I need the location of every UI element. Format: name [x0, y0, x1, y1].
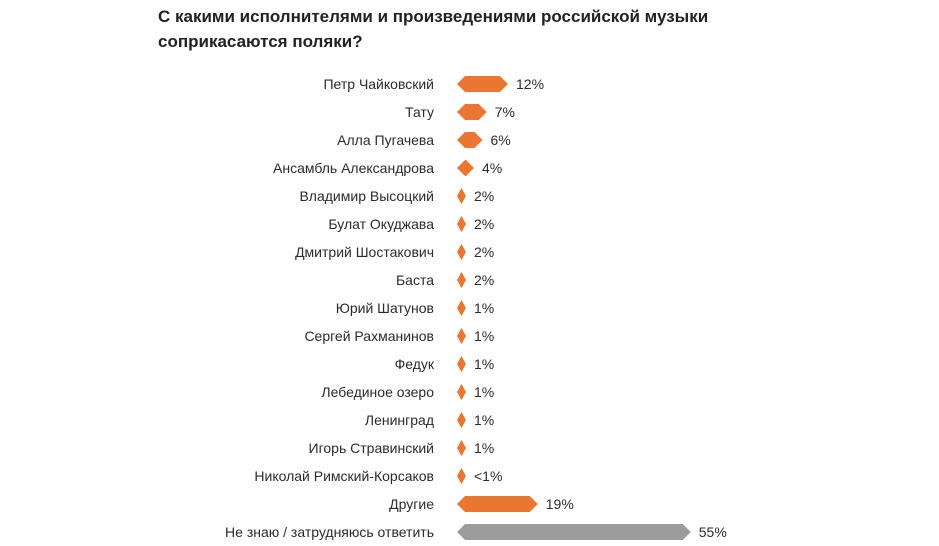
bar — [457, 216, 466, 232]
value-label: 1% — [474, 412, 494, 428]
category-label: Петр Чайковский — [323, 76, 434, 92]
value-label: 1% — [474, 384, 494, 400]
value-label: 1% — [474, 356, 494, 372]
bar — [457, 496, 538, 512]
bar — [457, 132, 483, 148]
value-label: 6% — [491, 132, 511, 148]
value-label: 12% — [516, 76, 544, 92]
category-label: Лебединое озеро — [321, 384, 434, 400]
bar — [457, 300, 466, 316]
category-label: Ленинград — [365, 412, 434, 428]
bar — [457, 188, 466, 204]
category-label: Булат Окуджава — [328, 216, 434, 232]
bar — [457, 104, 487, 120]
category-label: Игорь Стравинский — [309, 440, 434, 456]
value-label: 1% — [474, 440, 494, 456]
bar — [457, 440, 466, 456]
category-label: Алла Пугачева — [337, 132, 434, 148]
value-label: 19% — [546, 496, 574, 512]
chart-title: С какими исполнителями и произведениями … — [158, 7, 709, 51]
category-label: Николай Римский-Корсаков — [254, 468, 434, 484]
category-label: Тату — [405, 104, 434, 120]
category-label: Баста — [396, 272, 434, 288]
category-label: Юрий Шатунов — [336, 300, 434, 316]
bar — [457, 76, 508, 92]
category-label: Федук — [395, 356, 435, 372]
bar — [457, 272, 466, 288]
value-label: 2% — [474, 244, 494, 260]
bar — [457, 384, 466, 400]
category-label: Другие — [389, 496, 434, 512]
bar — [457, 244, 466, 260]
value-label: 55% — [699, 524, 727, 540]
value-label: 2% — [474, 216, 494, 232]
bar — [457, 468, 466, 484]
bar — [457, 524, 691, 540]
category-label: Не знаю / затрудняюсь ответить — [225, 524, 434, 540]
category-label: Сергей Рахманинов — [304, 328, 434, 344]
value-label: 1% — [474, 300, 494, 316]
value-label: 7% — [495, 104, 515, 120]
value-label: 2% — [474, 188, 494, 204]
value-label: 4% — [482, 160, 502, 176]
bar — [457, 160, 474, 176]
bar — [457, 412, 466, 428]
category-label: Владимир Высоцкий — [299, 188, 434, 204]
bar — [457, 356, 466, 372]
category-label: Дмитрий Шостакович — [295, 244, 434, 260]
category-label: Ансамбль Александрова — [273, 160, 434, 176]
bar — [457, 328, 466, 344]
value-label: 2% — [474, 272, 494, 288]
value-label: <1% — [474, 468, 502, 484]
value-label: 1% — [474, 328, 494, 344]
